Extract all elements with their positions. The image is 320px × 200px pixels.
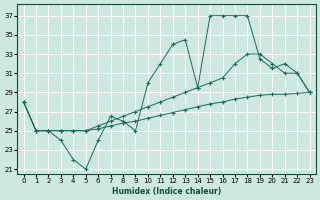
X-axis label: Humidex (Indice chaleur): Humidex (Indice chaleur) [112, 187, 221, 196]
